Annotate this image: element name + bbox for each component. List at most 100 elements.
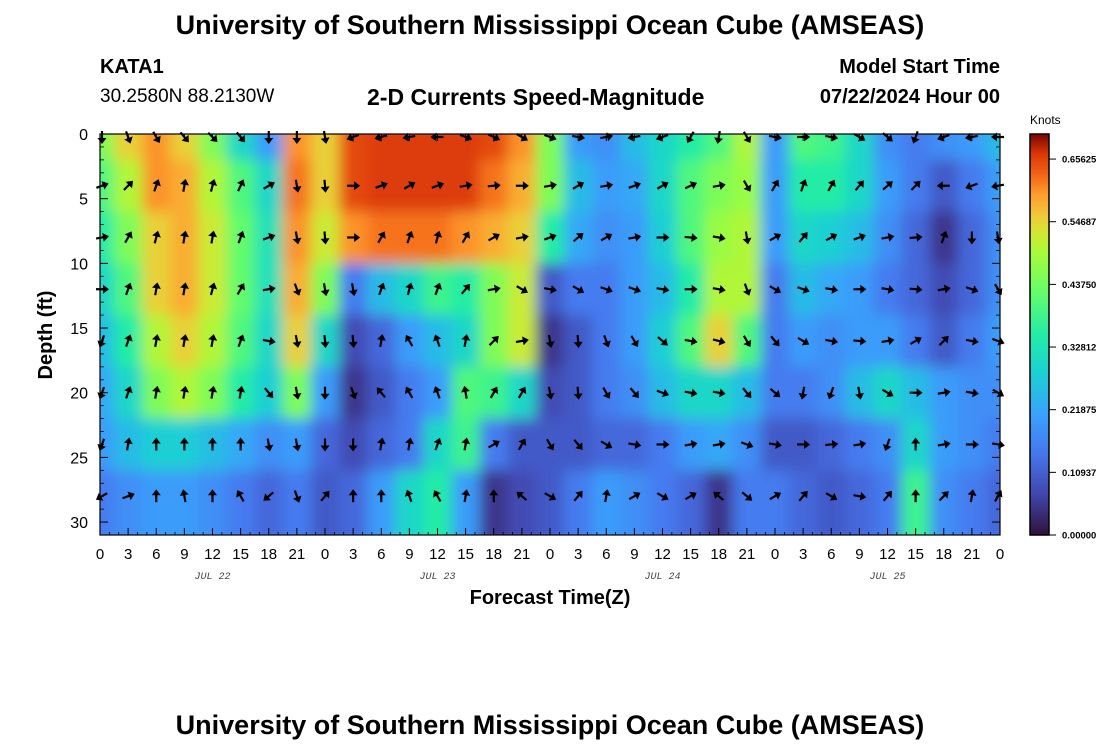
heatmap-cell [142,470,171,535]
current-arrow [347,232,361,242]
current-arrow [405,282,414,296]
current-arrow [712,336,726,346]
current-arrow [180,178,189,192]
heatmap-cell [817,470,846,535]
current-arrow [461,231,471,244]
current-arrow [965,388,979,398]
current-arrow [572,285,585,294]
current-arrow [797,439,811,449]
current-arrow [967,231,977,245]
current-arrow [461,489,471,503]
station-id: KATA1 [100,56,164,78]
current-arrow [348,283,358,297]
heatmap-cell [395,470,424,535]
current-arrow [208,489,217,503]
current-arrow [713,491,725,501]
y-tick-label: 25 [70,450,88,467]
current-arrow [964,132,978,142]
current-arrow [320,179,330,193]
current-arrow [489,489,499,503]
y-tick-label: 20 [70,386,88,403]
current-arrow [741,491,753,501]
x-tick-label: 9 [855,546,863,563]
current-arrow [965,181,978,191]
current-arrow [937,439,951,449]
current-arrow [936,181,950,191]
heatmap-cell [114,470,143,535]
colorbar-tick-label: 0.65625 [1062,155,1097,166]
current-arrow [939,230,949,244]
current-arrow [909,284,923,294]
heatmap-cell [620,470,649,535]
current-arrow [770,335,780,347]
current-arrow [236,283,246,295]
current-arrow [965,336,979,346]
current-arrow [684,388,698,398]
x-tick-label: 0 [96,546,104,563]
current-arrow [433,437,443,451]
heatmap-cell [648,470,678,535]
x-tick-label: 18 [485,546,502,563]
chart-subtitle: 2-D Currents Speed-Magnitude [367,84,705,110]
current-arrow [487,284,501,294]
x-tick-label: 3 [574,546,582,563]
current-arrow [655,133,669,142]
current-arrow [124,334,133,347]
current-arrow [910,180,921,191]
current-arrow [937,388,951,397]
y-tick-label: 5 [79,192,88,209]
page-title: University of Southern Mississippi Ocean… [175,10,925,40]
current-arrow [348,489,358,503]
current-arrow [517,438,527,451]
x-tick-label: 18 [260,546,277,563]
x-tick-label: 15 [232,546,249,563]
current-arrow [911,489,921,503]
current-arrow [600,285,613,294]
current-arrow [263,181,275,190]
current-arrow [600,181,614,190]
current-arrow [516,491,528,501]
heatmap-cell [817,134,846,161]
x-tick-label: 21 [739,546,756,563]
current-arrow [600,233,613,242]
current-arrow [771,179,780,192]
x-tick-label: 21 [514,546,531,563]
current-arrow [236,230,246,244]
current-arrow [600,440,613,449]
current-arrow [938,491,949,502]
heatmap-cell [592,470,621,535]
current-arrow [572,181,585,190]
current-arrow [628,440,642,450]
y-tick-label: 15 [70,321,88,338]
x-tick-label: 9 [405,546,413,563]
current-arrow [544,492,557,501]
current-arrow [965,285,979,294]
current-arrow [152,179,161,192]
current-arrow [656,232,670,242]
current-arrow [459,133,473,142]
heatmap-cell [592,134,621,161]
speed-heatmap [100,134,1000,535]
current-arrow [151,385,161,399]
current-arrow [572,132,586,142]
current-arrow [488,233,500,242]
current-arrow [684,336,698,346]
current-arrow [515,336,529,346]
current-arrow [320,283,330,297]
x-tick-label: 0 [546,546,554,563]
current-arrow [881,388,894,398]
current-arrow [797,337,810,346]
current-arrow [769,233,782,242]
current-arrow [236,179,246,192]
current-arrow [376,489,386,503]
heatmap-cell [760,470,790,535]
current-arrow [656,492,669,501]
heatmap-cell [704,470,734,535]
current-arrow [152,230,161,244]
current-arrow [376,334,386,348]
current-arrow [515,232,529,242]
current-arrow [769,491,782,501]
heatmap-cell [760,134,790,161]
heatmap-cell [507,470,537,535]
